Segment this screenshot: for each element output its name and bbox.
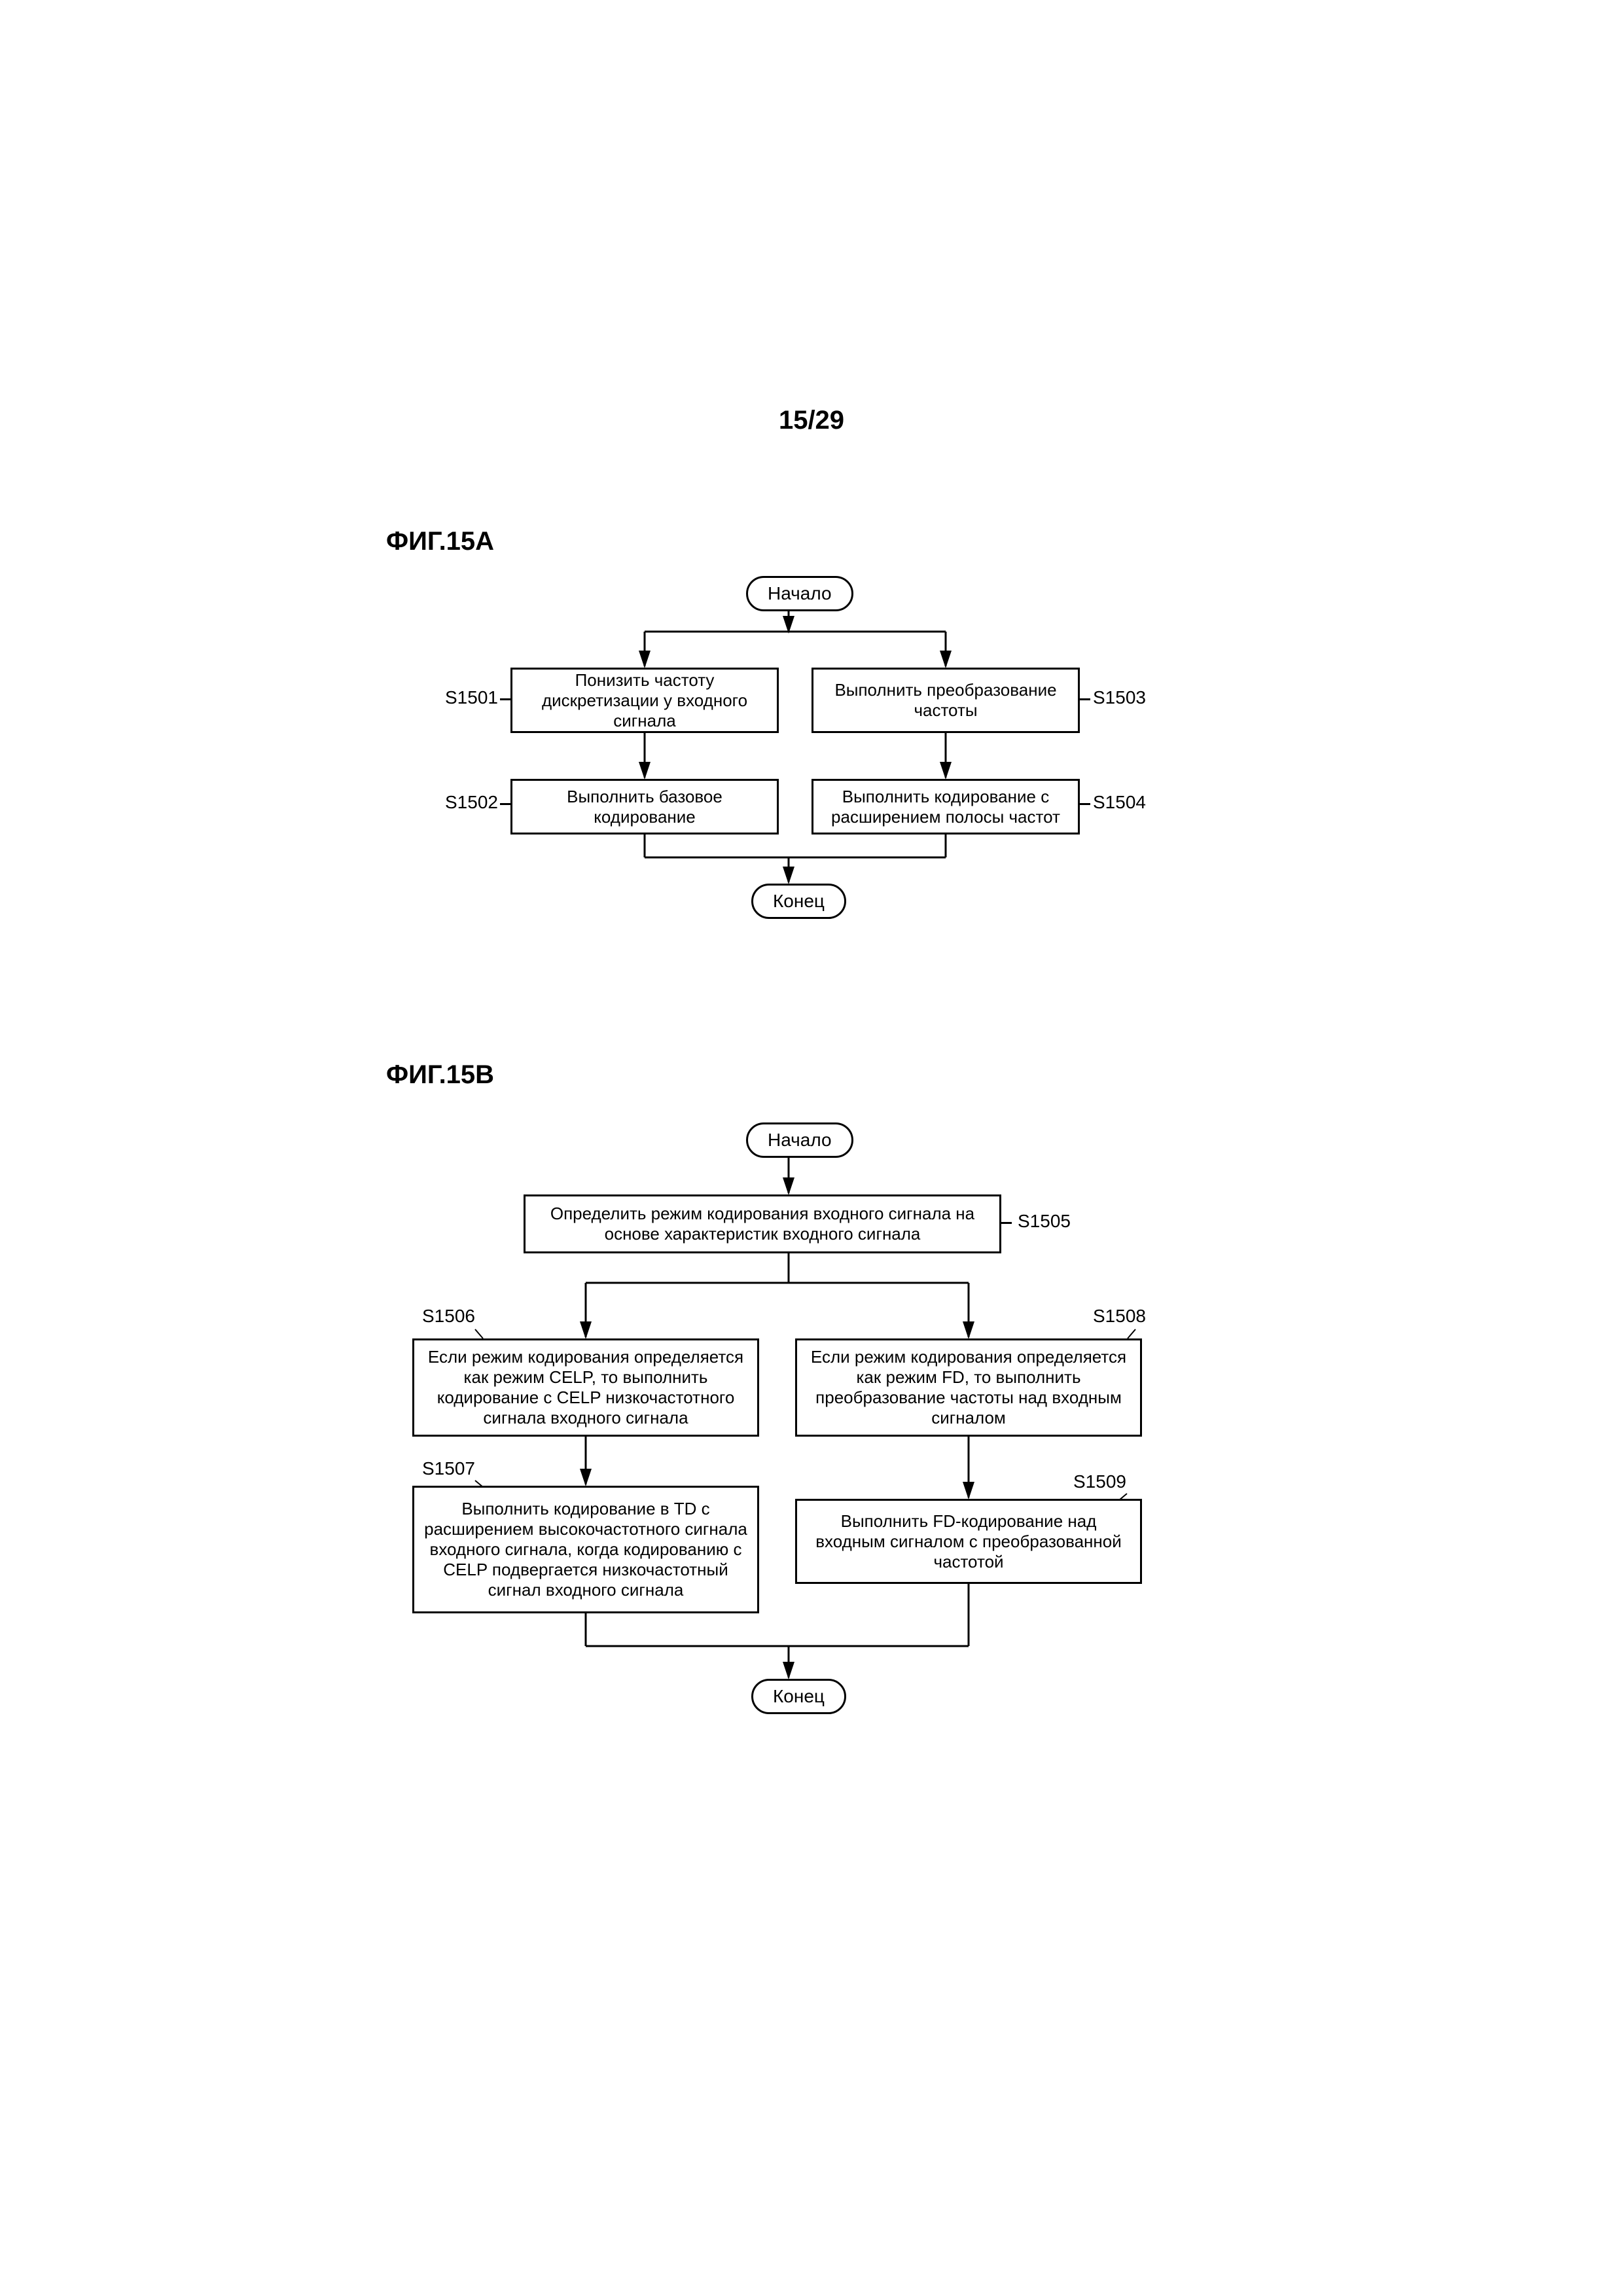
- tick-s1501: [500, 698, 510, 700]
- fig-b-start-terminal: Начало: [746, 1122, 853, 1158]
- fig-a-s1502-box: Выполнить базовое кодирование: [510, 779, 779, 834]
- fig-b-s1505-label: S1505: [1018, 1211, 1071, 1232]
- fig-a-s1502-label: S1502: [445, 792, 498, 813]
- fig-b-end-terminal: Конец: [751, 1679, 846, 1714]
- fig-a-s1501-label: S1501: [445, 687, 498, 708]
- fig-b-s1507-label: S1507: [422, 1458, 475, 1479]
- fig-a-s1503-box: Выполнить преобразование частоты: [812, 668, 1080, 733]
- fig-b-s1509-box: Выполнить FD-кодирование над входным сиг…: [795, 1499, 1142, 1584]
- fig-a-s1504-label: S1504: [1093, 792, 1146, 813]
- figure-b-label: ФИГ.15В: [386, 1060, 494, 1090]
- fig-b-s1508-box: Если режим кодирования определяется как …: [795, 1338, 1142, 1437]
- page-number: 15/29: [779, 406, 844, 435]
- fig-a-s1503-label: S1503: [1093, 687, 1146, 708]
- fig-b-s1505-box: Определить режим кодирования входного си…: [524, 1194, 1001, 1253]
- fig-b-s1509-label: S1509: [1073, 1471, 1126, 1492]
- fig-b-s1508-label: S1508: [1093, 1306, 1146, 1327]
- tick-s1503: [1080, 698, 1090, 700]
- fig-a-s1501-box: Понизить частоту дискретизации у входног…: [510, 668, 779, 733]
- fig-a-s1504-box: Выполнить кодирование с расширением поло…: [812, 779, 1080, 834]
- tick-s1502: [500, 803, 510, 805]
- tick-s1504: [1080, 803, 1090, 805]
- fig-b-s1506-label: S1506: [422, 1306, 475, 1327]
- tick-s1505: [1001, 1222, 1012, 1224]
- fig-b-s1506-box: Если режим кодирования определяется как …: [412, 1338, 759, 1437]
- figure-a-label: ФИГ.15А: [386, 527, 494, 556]
- fig-b-s1507-box: Выполнить кодирование в TD с расширением…: [412, 1486, 759, 1613]
- fig-a-end-terminal: Конец: [751, 884, 846, 919]
- fig-a-start-terminal: Начало: [746, 576, 853, 611]
